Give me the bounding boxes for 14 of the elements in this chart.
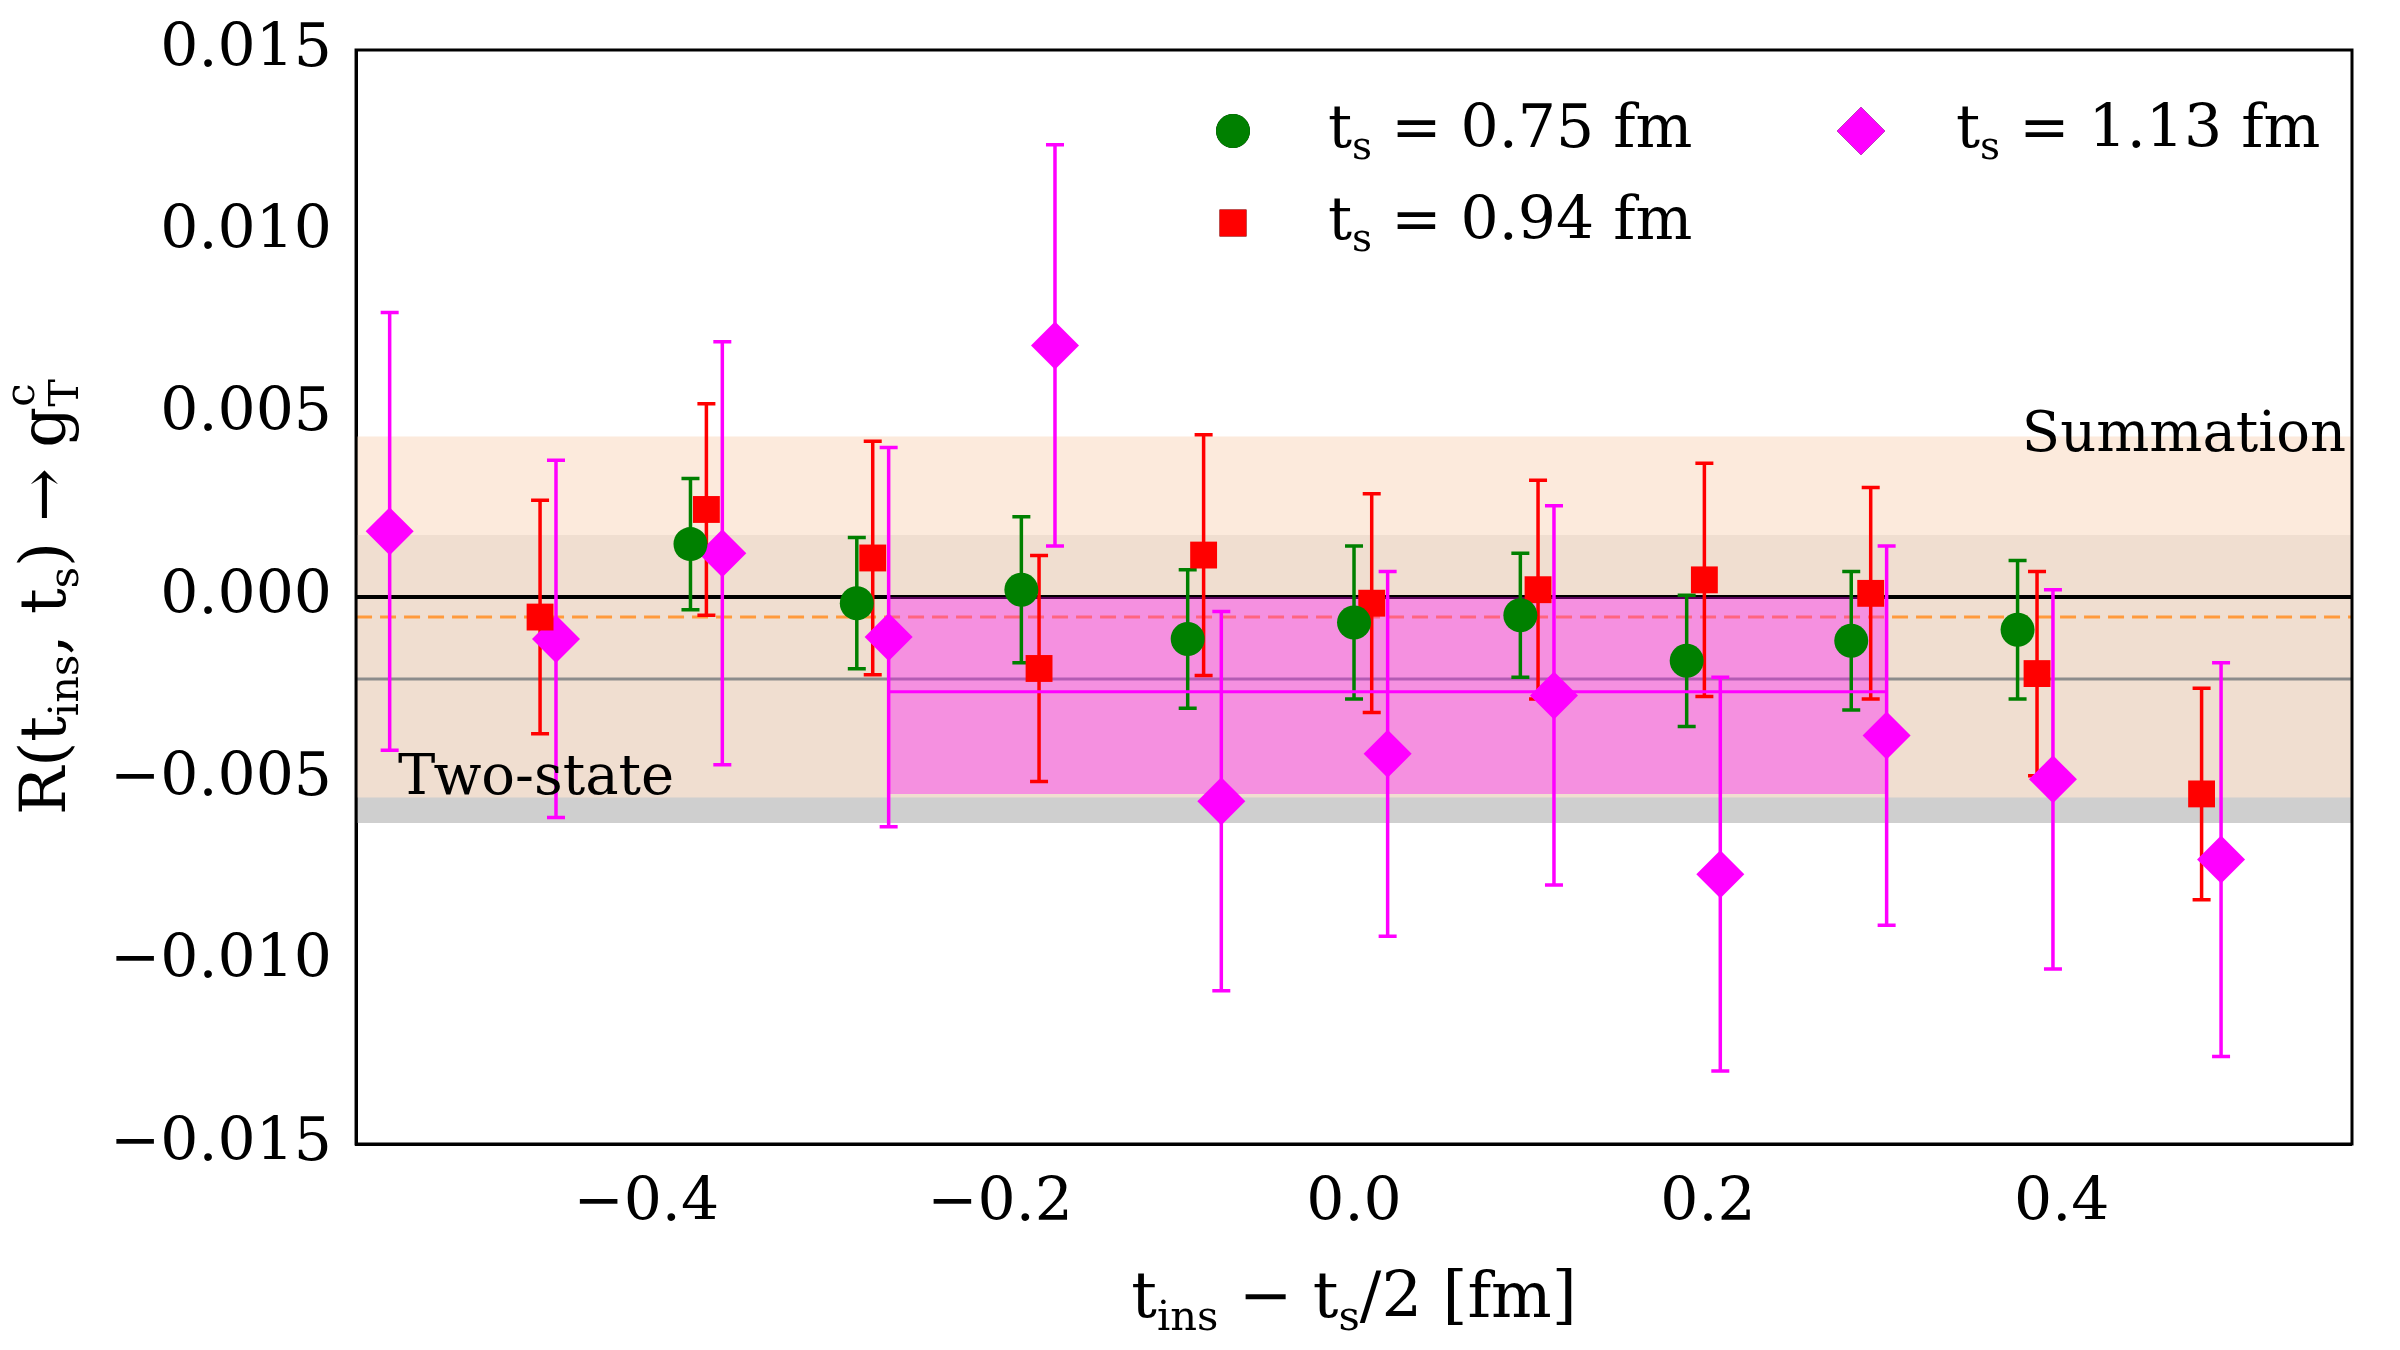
x-tick-label: −0.2 [927, 1163, 1073, 1234]
y-tick-label: −0.010 [109, 921, 333, 992]
x-tick-label: 0.0 [1306, 1163, 1402, 1234]
y-tick-label: 0.015 [160, 9, 333, 80]
y-tick-label: 0.000 [160, 556, 333, 627]
y-tick-label: 0.005 [160, 374, 333, 445]
x-tick-label: 0.4 [2014, 1163, 2110, 1234]
band-label: Summation [2021, 399, 2346, 465]
y-tick-label: −0.015 [109, 1103, 333, 1174]
x-tick-label: 0.2 [1660, 1163, 1756, 1234]
y-tick-label: 0.010 [160, 191, 333, 262]
y-tick-label: −0.005 [109, 738, 333, 809]
y-axis-title: R(tins, ts) → gTc [0, 378, 89, 816]
x-tick-label: −0.4 [573, 1163, 720, 1234]
